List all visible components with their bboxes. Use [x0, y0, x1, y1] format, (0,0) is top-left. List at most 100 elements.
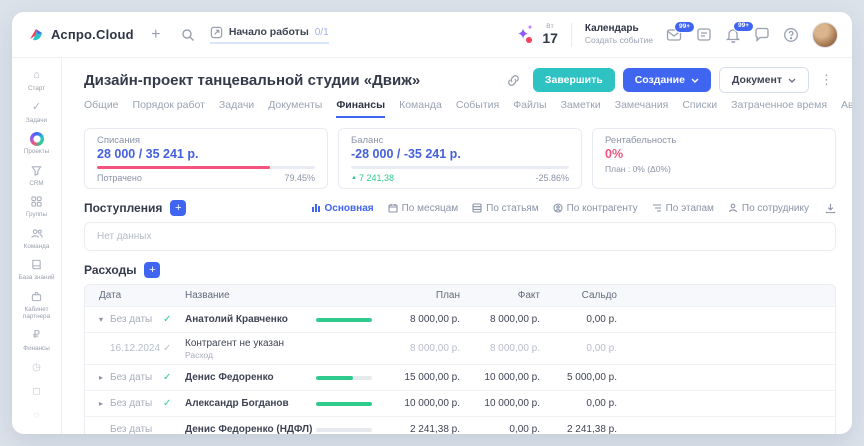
sidebar-item-projects[interactable]: Проекты [12, 128, 61, 159]
sidebar-item-groups[interactable]: Группы [12, 191, 61, 222]
row-name[interactable]: Денис Федоренко (НДФЛ) [185, 424, 313, 434]
sidebar-item-partner-cabinet[interactable]: Кабинет партнера [12, 286, 61, 324]
app-logo[interactable]: Аспро.Cloud [28, 27, 134, 43]
row-name[interactable]: Анатолий Кравченко [185, 314, 288, 325]
team-people-icon [29, 226, 44, 241]
ai-assistant-icon[interactable]: ✦ ✦ [516, 23, 534, 43]
calendar-date[interactable]: Вт 17 [542, 23, 558, 47]
notes-icon[interactable] [696, 27, 712, 42]
tab-time-spent[interactable]: Затраченное время [731, 99, 828, 111]
main-content: Дизайн-проект танцевальной студии «Движ»… [62, 58, 852, 434]
collapse-icon[interactable]: ▾ [99, 315, 104, 324]
person-icon [728, 203, 737, 213]
sidebar-extra-icon-2[interactable]: ◻ [32, 386, 41, 398]
expand-icon[interactable]: ▸ [99, 399, 104, 408]
sidebar-item-start[interactable]: ⌂ Старт [27, 69, 46, 93]
start-icon: ⌂ [33, 69, 40, 81]
writeoffs-card: Списания 28 000 / 35 241 р. Потрачено 79… [84, 128, 328, 189]
tab-workflow[interactable]: Порядок работ [132, 99, 205, 111]
day-number: 17 [542, 30, 558, 47]
logo-icon [30, 28, 42, 40]
expand-icon[interactable]: ▸ [99, 373, 104, 382]
tab-general[interactable]: Общие [84, 99, 119, 111]
table-row[interactable]: ▸ Без даты ✓ Александр Богданов 10 000,00… [85, 391, 835, 417]
saldo-value: 5 000,00 р. [566, 372, 617, 383]
table-row[interactable]: ▾ Без даты ✓ Анатолий Кравченко 8 000,00 … [85, 307, 835, 333]
quick-add-button[interactable]: + [151, 25, 161, 43]
bars-icon [311, 204, 320, 212]
finish-button[interactable]: Завершить [532, 68, 615, 92]
project-tabs: Общие Порядок работ Задачи Документы Фин… [84, 99, 852, 118]
mail-icon[interactable]: 99+ [666, 21, 696, 42]
tab-events[interactable]: События [455, 99, 500, 111]
tab-autoactions[interactable]: Автодействия [841, 99, 852, 111]
sidebar-item-tasks[interactable]: ✓ Задачи [25, 100, 48, 124]
tab-documents[interactable]: Документы [268, 99, 323, 111]
document-button[interactable]: Документ [718, 67, 809, 93]
view-by-employee[interactable]: По сотруднику [728, 203, 809, 214]
sidebar-item-crm[interactable]: CRM [12, 160, 61, 191]
sidebar-extra-icon-4[interactable]: ● [12, 428, 61, 434]
partner-icon [29, 289, 44, 304]
card-title: Баланс [351, 135, 384, 146]
tab-lists[interactable]: Списки [682, 99, 718, 111]
view-by-counterparty[interactable]: По контрагенту [553, 203, 638, 214]
fact-value: 0,00 р. [509, 424, 540, 434]
col-fact: Факт [517, 290, 540, 301]
create-button[interactable]: Создание [622, 68, 711, 92]
writeoffs-percent: 79.45% [284, 173, 315, 183]
page-title: Дизайн-проект танцевальной студии «Движ» [84, 71, 421, 89]
add-income-button[interactable]: + [170, 200, 187, 216]
table-header: Дата Название План Факт Сальдо [85, 285, 835, 307]
sidebar-item-finance[interactable]: ₽ Финансы [23, 328, 50, 352]
download-icon[interactable] [825, 203, 836, 214]
view-by-stage[interactable]: По этапам [652, 203, 714, 214]
add-expense-button[interactable]: + [144, 262, 161, 278]
onboarding-progress[interactable]: Начало работы 0/1 [209, 26, 329, 44]
tab-team[interactable]: Команда [399, 99, 442, 111]
projects-icon [29, 131, 44, 146]
row-progress-bar [316, 427, 372, 432]
row-name[interactable]: Денис Федоренко [185, 372, 274, 383]
groups-grid-icon [29, 194, 44, 209]
row-progress-bar [316, 317, 372, 322]
table-row-child[interactable]: 16.12.2024 ✓ Контрагент не указан Расход … [85, 333, 835, 365]
sidebar-extra-icon-3[interactable]: ◌ [33, 410, 40, 422]
table-row[interactable]: ▸ Без даты ✓ Денис Федоренко 15 000,00 р.… [85, 365, 835, 391]
more-options-icon[interactable]: ⋮ [820, 72, 833, 87]
col-date: Дата [99, 290, 122, 301]
copy-link-icon[interactable] [503, 69, 525, 91]
row-name[interactable]: Александр Богданов [185, 398, 289, 409]
sidebar-item-team[interactable]: Команда [12, 223, 61, 254]
tasks-check-icon: ✓ [31, 100, 42, 113]
fact-value: 8 000,00 р. [489, 314, 540, 325]
sidebar-extra-icon-1[interactable]: ◷ [32, 362, 41, 374]
view-by-month[interactable]: По месяцам [388, 203, 458, 214]
logo-text: Аспро.Cloud [51, 27, 134, 42]
row-date: 16.12.2024 [110, 343, 161, 354]
chat-icon[interactable] [754, 27, 770, 42]
tab-notes[interactable]: Заметки [560, 99, 601, 111]
chevron-down-icon [788, 78, 796, 83]
expenses-table: Дата Название План Факт Сальдо ▾ Без даты… [84, 284, 836, 434]
notifications-bell-icon[interactable]: 99+ [725, 20, 755, 43]
tab-remarks[interactable]: Замечания [614, 99, 669, 111]
tab-tasks[interactable]: Задачи [218, 99, 255, 111]
sidebar-item-knowledge-base[interactable]: База знаний [12, 254, 61, 285]
tab-finance[interactable]: Финансы [336, 99, 386, 118]
calendar-subtitle: Создать событие [584, 35, 653, 46]
user-avatar[interactable] [812, 21, 838, 48]
help-icon[interactable] [783, 27, 799, 43]
view-by-article[interactable]: По статьям [472, 203, 539, 214]
search-icon[interactable] [178, 25, 198, 45]
col-plan: План [435, 290, 460, 301]
calendar-shortcut[interactable]: Календарь Создать событие [585, 23, 653, 46]
view-main[interactable]: Основная [311, 203, 374, 214]
row-date: Без даты [110, 372, 153, 383]
table-row[interactable]: Без даты Денис Федоренко (НДФЛ) 2 241,38… [85, 417, 835, 434]
plan-value: 2 241,38 р. [409, 424, 460, 434]
row-subname: Расход [185, 349, 214, 360]
check-icon: ✓ [163, 314, 172, 325]
tab-files[interactable]: Файлы [513, 99, 547, 111]
